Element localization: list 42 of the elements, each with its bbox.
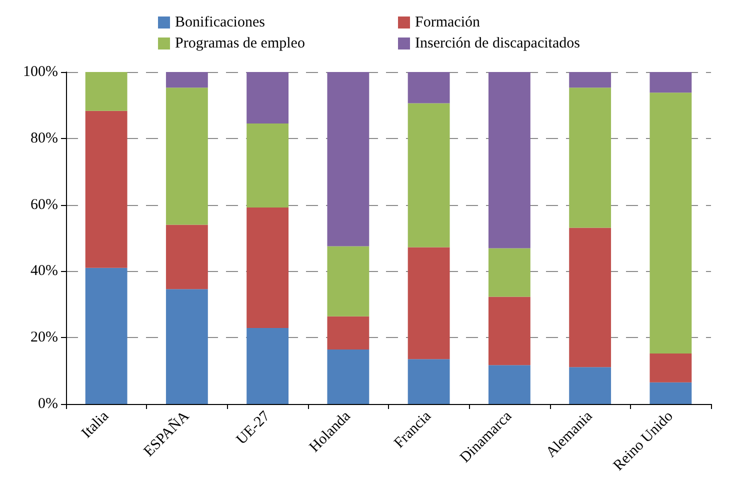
y-tick-label: 20% — [30, 330, 58, 346]
bar — [246, 72, 289, 124]
bar — [488, 296, 530, 366]
x-tick-label: Italia — [78, 408, 112, 442]
bar — [166, 72, 208, 88]
y-tick-label: 100% — [23, 64, 58, 80]
bar — [327, 350, 370, 404]
bar — [569, 88, 612, 228]
bar — [650, 72, 692, 93]
bar — [85, 110, 128, 268]
bar — [408, 247, 450, 360]
y-tick-label: 60% — [30, 196, 58, 213]
bar — [246, 207, 289, 328]
bar — [488, 72, 530, 248]
legend-label: Formación — [415, 14, 480, 30]
bar — [85, 72, 128, 111]
bar — [327, 72, 370, 246]
bar — [408, 72, 450, 104]
bar — [650, 354, 692, 382]
bar — [408, 359, 450, 404]
bar — [327, 316, 370, 350]
bar — [246, 123, 289, 208]
bar — [166, 289, 208, 404]
legend-label: Bonificaciones — [175, 14, 266, 30]
legend-label: Programas de empleo — [175, 36, 305, 52]
bar — [569, 228, 612, 368]
bar — [166, 224, 208, 290]
bar — [488, 248, 530, 297]
bar — [166, 88, 208, 225]
bar — [569, 367, 612, 404]
bar — [650, 382, 692, 404]
bar — [246, 328, 289, 404]
bar — [408, 103, 450, 248]
bar — [327, 246, 370, 316]
bar — [488, 365, 530, 404]
y-tick-label: 0% — [38, 396, 58, 412]
y-tick-label: 40% — [30, 263, 58, 280]
bar — [569, 72, 612, 88]
bar — [85, 268, 128, 404]
y-tick-label: 80% — [30, 130, 58, 146]
bar — [650, 92, 692, 354]
legend-label: Inserción de discapacitados — [415, 36, 580, 52]
